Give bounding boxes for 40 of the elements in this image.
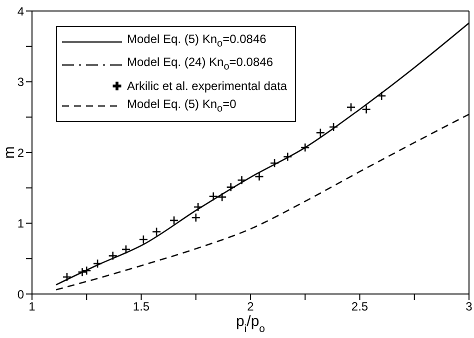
point — [208, 192, 218, 202]
point — [362, 104, 371, 114]
x-tick-label: 2.5 — [351, 300, 368, 314]
point — [237, 175, 246, 185]
legend-label: Model Eq. (5) Kn$_{o}$=0.0846 — [127, 31, 266, 52]
y-tick-label: 1 — [17, 216, 24, 231]
point — [328, 122, 338, 132]
point — [78, 267, 87, 277]
point — [138, 234, 148, 244]
point — [191, 212, 201, 222]
y-tick-label: 2 — [17, 146, 24, 160]
x-axis-title: p$_{i}$/p$_{o}$ — [236, 313, 266, 335]
y-tick-label: 4 — [17, 4, 24, 18]
y-tick-label: 3 — [17, 75, 24, 90]
point — [193, 202, 203, 212]
x-tick-label: 1.5 — [132, 300, 150, 314]
point — [121, 244, 131, 254]
point — [376, 91, 386, 101]
point — [82, 266, 92, 276]
point — [152, 227, 162, 236]
point — [62, 272, 72, 282]
point — [346, 102, 356, 112]
y-axis-title: m — [1, 146, 18, 159]
point — [300, 142, 310, 152]
y-tick-label: 0 — [17, 287, 24, 302]
point — [169, 216, 179, 226]
point — [92, 258, 102, 268]
point — [226, 182, 236, 192]
legend-label: Arkilic et al. experimental data — [127, 78, 288, 95]
point — [254, 172, 264, 182]
x-tick-label: 3 — [466, 300, 473, 314]
legend-label: Model Eq. (24) Kn$_{o}$=0.0846 — [127, 54, 273, 75]
point — [270, 158, 280, 168]
legend-label: Model Eq. (5) Kn$_{o}$=0 — [127, 96, 236, 116]
point — [217, 192, 227, 202]
point — [316, 128, 326, 138]
point — [282, 152, 292, 162]
x-tick-label: 1 — [28, 300, 36, 314]
point — [108, 251, 118, 260]
x-tick-label: 2 — [247, 300, 254, 314]
